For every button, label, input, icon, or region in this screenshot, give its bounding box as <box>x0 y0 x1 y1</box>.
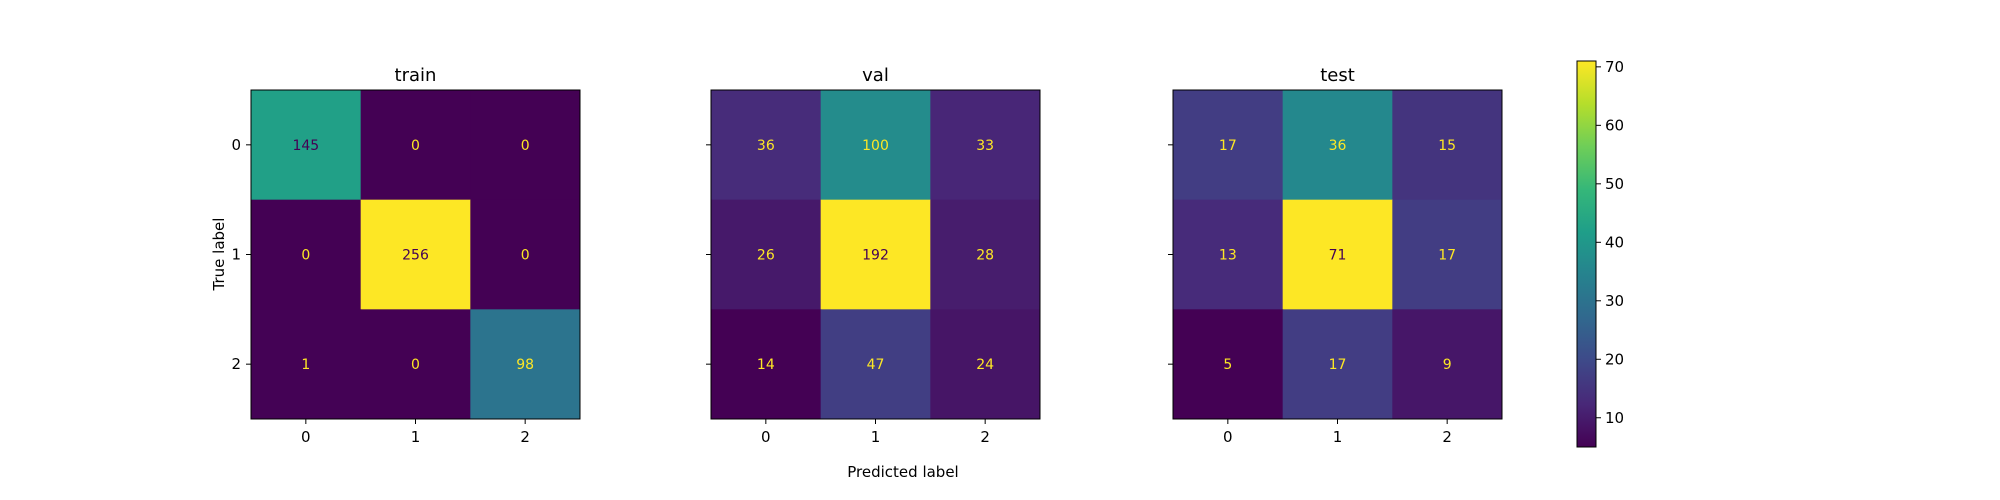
cell-0-2 <box>1392 90 1503 201</box>
cell-value-0-2: 33 <box>976 138 994 154</box>
x-tick-label: 1 <box>1333 428 1343 446</box>
cell-0-1 <box>820 90 931 201</box>
cell-2-2 <box>1392 309 1503 420</box>
cell-value-1-2: 0 <box>521 248 530 264</box>
x-tick-label: 1 <box>411 428 421 446</box>
cell-0-2 <box>470 90 581 201</box>
cell-2-1 <box>820 309 931 420</box>
x-tick-label: 1 <box>871 428 881 446</box>
x-tick-label: 0 <box>301 428 311 446</box>
cell-value-2-1: 17 <box>1329 357 1347 373</box>
cell-value-1-2: 28 <box>976 248 994 264</box>
colorbar: 10 20 30 40 50 60 70 <box>1576 58 1624 448</box>
cell-value-1-0: 13 <box>1219 248 1237 264</box>
colorbar-tick-label: 40 <box>1605 233 1624 251</box>
x-tick-label: 2 <box>1442 428 1452 446</box>
cell-2-2 <box>470 309 581 420</box>
cell-0-0 <box>711 90 822 201</box>
cell-2-0 <box>711 309 822 420</box>
cell-0-0 <box>1173 90 1284 201</box>
cell-2-0 <box>251 309 362 420</box>
cell-1-0 <box>711 199 822 310</box>
cell-value-1-0: 26 <box>757 248 775 264</box>
cell-2-2 <box>930 309 1041 420</box>
colorbar-tick-label: 30 <box>1605 292 1624 310</box>
cell-value-2-1: 0 <box>411 357 420 373</box>
panel-title: train <box>395 65 437 86</box>
cell-value-0-0: 145 <box>292 138 319 154</box>
cell-value-1-1: 71 <box>1329 248 1347 264</box>
cell-2-0 <box>1173 309 1284 420</box>
cell-value-1-0: 0 <box>301 248 310 264</box>
x-tick-label: 0 <box>1223 428 1233 446</box>
cell-value-2-0: 14 <box>757 357 775 373</box>
cell-1-0 <box>251 199 362 310</box>
panel-title: test <box>1320 65 1355 86</box>
cell-value-2-0: 1 <box>301 357 310 373</box>
x-axis-label: Predicted label <box>847 463 958 481</box>
cell-value-2-2: 9 <box>1443 357 1452 373</box>
cell-1-1 <box>1282 199 1393 310</box>
cell-value-0-2: 0 <box>521 138 530 154</box>
y-tick-label: 1 <box>231 246 241 264</box>
colorbar-tick-label: 70 <box>1605 58 1624 76</box>
x-tick-label: 2 <box>520 428 530 446</box>
confusion-matrix-val: 36 100 33 26 192 28 14 47 24 val 0 1 2 <box>706 65 1041 446</box>
cell-2-1 <box>360 309 471 420</box>
cell-value-2-2: 24 <box>976 357 994 373</box>
cell-value-2-2: 98 <box>516 357 534 373</box>
colorbar-tick-label: 50 <box>1605 175 1624 193</box>
cell-1-2 <box>930 199 1041 310</box>
y-tick-label: 2 <box>231 355 241 373</box>
cell-1-0 <box>1173 199 1284 310</box>
cell-0-1 <box>360 90 471 201</box>
cell-0-1 <box>1282 90 1393 201</box>
cell-value-0-0: 36 <box>757 138 775 154</box>
cell-value-2-1: 47 <box>867 357 885 373</box>
x-tick-label: 0 <box>761 428 771 446</box>
cell-value-1-2: 17 <box>1438 248 1456 264</box>
cell-0-2 <box>930 90 1041 201</box>
y-axis-label: True label <box>210 218 228 292</box>
cell-value-0-1: 36 <box>1329 138 1347 154</box>
cell-value-1-1: 192 <box>862 248 889 264</box>
colorbar-tick-label: 20 <box>1605 350 1624 368</box>
cell-value-0-2: 15 <box>1438 138 1456 154</box>
cell-value-0-0: 17 <box>1219 138 1237 154</box>
confusion-matrix-test: 17 36 15 13 71 17 5 17 9 test 0 1 2 <box>1168 65 1503 446</box>
colorbar-gradient <box>1576 60 1597 448</box>
panel-title: val <box>862 65 889 86</box>
cell-value-1-1: 256 <box>402 248 429 264</box>
cell-1-2 <box>470 199 581 310</box>
x-tick-label: 2 <box>980 428 990 446</box>
cell-0-0 <box>251 90 362 201</box>
cell-1-2 <box>1392 199 1503 310</box>
cell-value-0-1: 0 <box>411 138 420 154</box>
y-tick-label: 0 <box>231 136 241 154</box>
cell-1-1 <box>820 199 931 310</box>
cell-value-0-1: 100 <box>862 138 889 154</box>
cell-value-2-0: 5 <box>1223 357 1232 373</box>
colorbar-tick-label: 10 <box>1605 409 1624 427</box>
colorbar-tick-label: 60 <box>1605 116 1624 134</box>
cell-2-1 <box>1282 309 1393 420</box>
cell-1-1 <box>360 199 471 310</box>
confusion-matrix-train: 145 0 0 0 256 0 1 0 98 train 0 1 2 0 1 2 <box>231 65 581 446</box>
